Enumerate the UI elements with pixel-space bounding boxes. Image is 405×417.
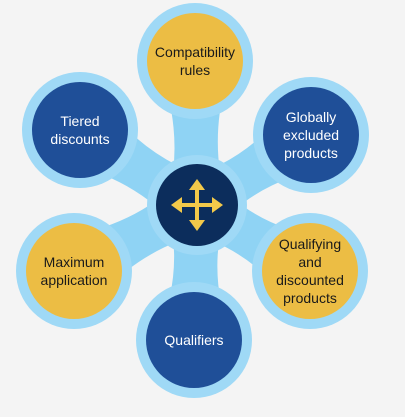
node-label-line: application: [41, 272, 108, 288]
node-compatibility-rules: Compatibility rules: [137, 3, 253, 119]
node-circle: [262, 223, 358, 319]
node-circle: [147, 13, 243, 109]
node-label-line: Compatibility: [155, 44, 235, 60]
four-way-arrows-icon: [171, 179, 223, 231]
node-circle: [32, 82, 128, 178]
node-label-line: products: [283, 290, 337, 306]
node-label-line: Qualifying: [279, 236, 341, 252]
node-label-line: excluded: [283, 127, 339, 143]
node-label-line: products: [284, 145, 338, 161]
node-circle: [146, 292, 242, 388]
node-label-line: Maximum: [44, 254, 105, 270]
node-tiered-discounts: Tiered discounts: [22, 72, 138, 188]
node-label-line: Globally: [286, 109, 337, 125]
node-label-line: discounts: [50, 131, 109, 147]
node-qualifying-and-discounted-products: Qualifying and discounted products: [252, 213, 368, 329]
node-label-line: Qualifiers: [164, 332, 223, 348]
node-maximum-application: Maximum application: [16, 213, 132, 329]
node-label-line: discounted: [276, 272, 344, 288]
node-circle: [263, 87, 359, 183]
node-circle: [26, 223, 122, 319]
node-label-line: rules: [180, 62, 210, 78]
node-label-line: and: [298, 254, 321, 270]
node-qualifiers: Qualifiers: [136, 282, 252, 398]
node-label-line: Tiered: [60, 113, 99, 129]
node-globally-excluded-products: Globally excluded products: [253, 77, 369, 193]
